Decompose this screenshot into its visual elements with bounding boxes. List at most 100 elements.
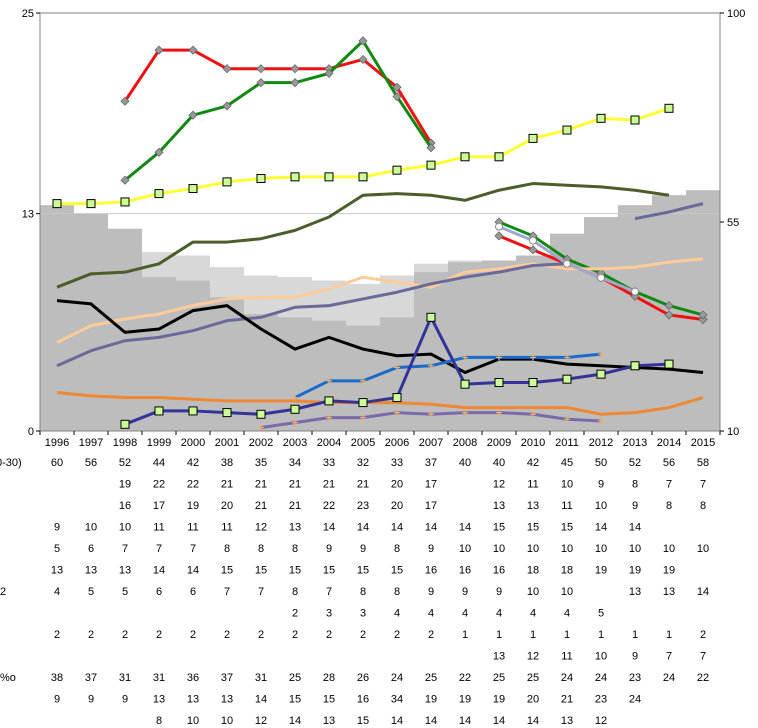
y-right-tick-label: 100 [727, 8, 745, 20]
table-cell: 16 [119, 500, 131, 512]
data-point [324, 172, 334, 182]
table-cell: 24 [391, 672, 403, 684]
table-cell: 4 [54, 586, 60, 598]
series-line [123, 48, 433, 144]
table-cell: 8 [292, 543, 298, 555]
table-cell: 18 [561, 565, 573, 577]
table-row-label: 2 [0, 586, 6, 598]
data-point [495, 222, 503, 231]
table-cell: 15 [255, 565, 267, 577]
table-cell: 2 [156, 629, 162, 641]
table-cell: 26 [357, 672, 369, 684]
table-cell: 19 [459, 694, 471, 706]
table-cell: 56 [85, 457, 97, 469]
table-cell: 19 [187, 500, 199, 512]
table-cell: 52 [119, 457, 131, 469]
y-left-tick-label: 25 [22, 8, 34, 20]
data-point [664, 359, 674, 369]
table-cell: 10 [629, 543, 641, 555]
x-tick-label: 2011 [555, 437, 579, 449]
table-cell: 10 [697, 543, 709, 555]
table-cell: 34 [391, 694, 403, 706]
table-cell: 6 [156, 586, 162, 598]
y-right-tick-label: 10 [727, 426, 739, 438]
table-cell: 9 [598, 479, 604, 491]
series-line [124, 39, 433, 182]
table-cell: 15 [391, 565, 403, 577]
x-tick-label: 2013 [623, 437, 647, 449]
table-cell: 42 [187, 457, 199, 469]
data-point [426, 143, 436, 153]
table-cell: 36 [187, 672, 199, 684]
series-line [57, 106, 670, 206]
y-right-tick-label: 55 [727, 217, 739, 229]
table-cell: 13 [527, 500, 539, 512]
table-cell: 11 [221, 522, 232, 534]
table-cell: 22 [459, 672, 471, 684]
data-point [392, 82, 402, 92]
table-cell: 17 [153, 500, 165, 512]
table-cell: 10 [561, 479, 573, 491]
table-cell: 25 [425, 672, 437, 684]
table-cell: 14 [323, 522, 335, 534]
data-point [596, 113, 606, 123]
table-cell: 50 [595, 457, 607, 469]
table-cell: 56 [663, 457, 675, 469]
data-point [562, 125, 572, 135]
data-point [698, 314, 708, 325]
table-cell: 2 [122, 629, 128, 641]
data-point [324, 396, 334, 406]
data-point [394, 409, 400, 416]
data-point [256, 174, 266, 184]
table-cell: 1 [666, 629, 672, 641]
table-cell: 25 [289, 672, 301, 684]
table-cell: 40 [459, 457, 471, 469]
data-point [426, 160, 436, 170]
table-cell: 9 [462, 586, 468, 598]
data-point [494, 152, 504, 162]
data-point [188, 406, 198, 416]
table-cell: 4 [428, 608, 434, 620]
data-point [462, 409, 468, 416]
table-cell: 19 [629, 565, 641, 577]
data-point [630, 361, 640, 371]
series-5 [56, 257, 704, 344]
data-point [258, 424, 264, 431]
table-cell: 8 [360, 586, 366, 598]
table-cell: 8 [700, 500, 706, 512]
data-point [358, 36, 368, 46]
table-cell: 9 [54, 694, 60, 706]
table-cell: 14 [459, 715, 471, 727]
table-cell: 14 [493, 715, 505, 727]
table-cell: 9 [428, 586, 434, 598]
table-cell: 22 [153, 479, 165, 491]
table-cell: 7 [666, 651, 672, 663]
data-point [292, 419, 298, 426]
table-cell: 9 [632, 651, 638, 663]
table-cell: 1 [632, 629, 638, 641]
x-tick-label: 2012 [589, 437, 613, 449]
data-point [564, 354, 570, 361]
data-point [154, 147, 164, 157]
x-tick-label: 1998 [113, 437, 137, 449]
table-cell: 10 [561, 586, 573, 598]
table-cell: 13 [663, 586, 675, 598]
table-cell: 5 [54, 543, 60, 555]
table-cell: 7 [326, 586, 332, 598]
table-cell: 12 [255, 715, 267, 727]
table-cell: 38 [51, 672, 63, 684]
table-cell: 14 [459, 522, 471, 534]
series-line [634, 202, 704, 221]
data-point [563, 259, 571, 268]
table-cell: 25 [527, 672, 539, 684]
table-cell: 10 [663, 543, 675, 555]
table-cell: 20 [527, 694, 539, 706]
table-cell: 14 [187, 565, 199, 577]
data-point [324, 68, 334, 78]
table-cell: 44 [153, 457, 165, 469]
data-point [290, 78, 300, 88]
data-point [290, 172, 300, 182]
table-cell: 14 [425, 522, 437, 534]
x-tick-label: 2008 [453, 437, 477, 449]
